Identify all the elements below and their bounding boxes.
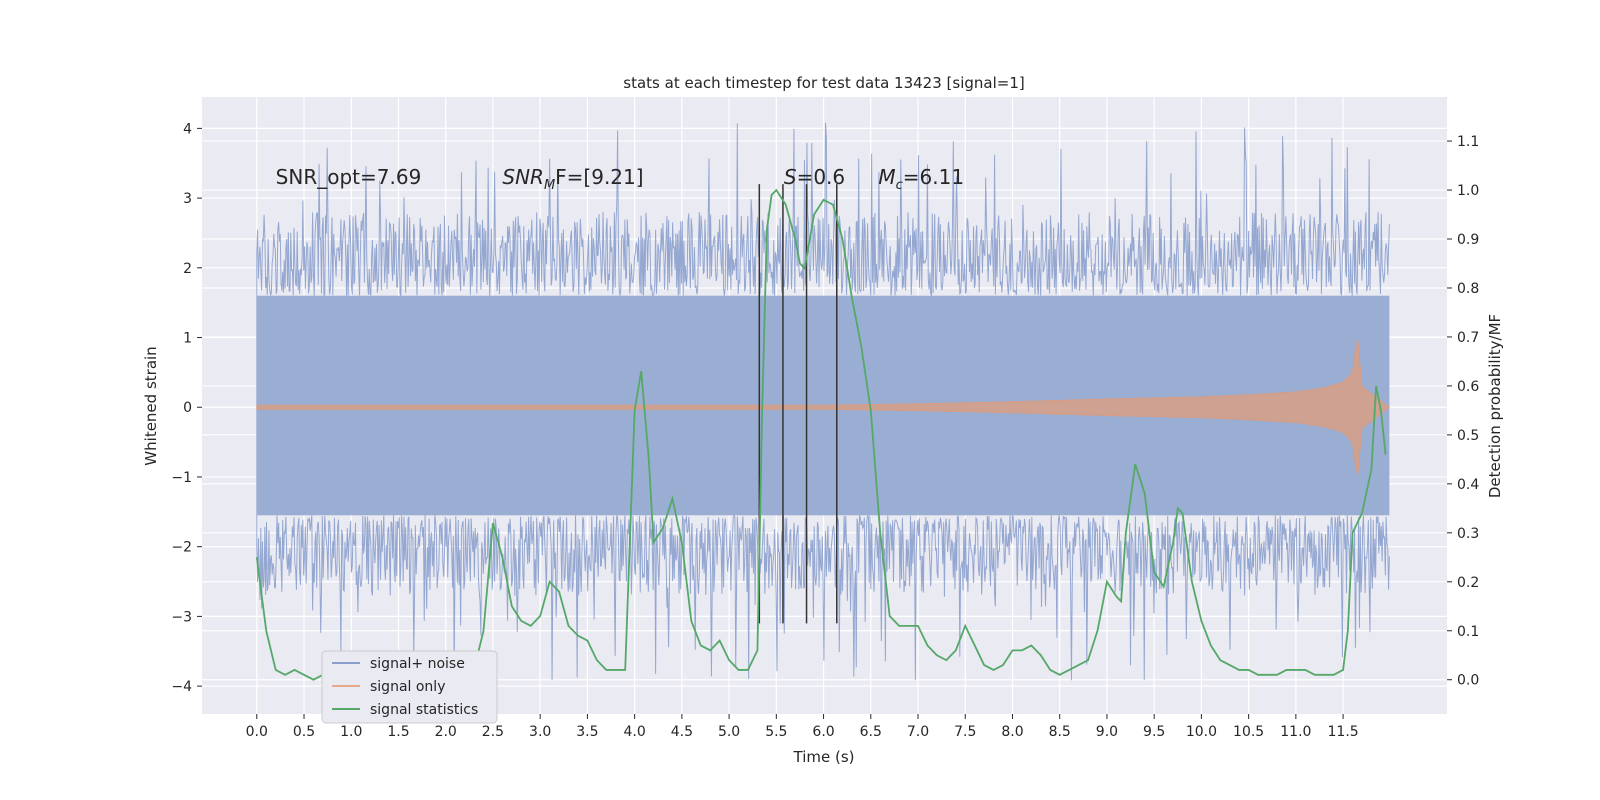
y2-tick-label: 0.3 (1457, 526, 1479, 542)
annotations: SNR_opt=7.69 SNRMF=[9.21] S=0.6 Mc=6.11 (276, 165, 964, 193)
y-axis-label: Whitened strain (142, 346, 160, 465)
y-tick-label: 0 (183, 400, 192, 416)
x-tick-label: 11.5 (1328, 724, 1359, 740)
noise-trace-upper (256, 122, 1390, 408)
y2-axis-label: Detection probability/MF (1486, 314, 1504, 498)
x-tick-label: 4.5 (671, 724, 693, 740)
x-tick-label: 8.0 (1001, 724, 1023, 740)
x-tick-label: 8.5 (1049, 724, 1071, 740)
x-tick-label: 5.5 (765, 724, 787, 740)
y-tick-label: −1 (171, 470, 192, 486)
y2-tick-label: 1.1 (1457, 134, 1479, 150)
x-tick-label: 3.0 (529, 724, 551, 740)
x-tick-label: 9.5 (1143, 724, 1165, 740)
x-tick-label: 2.0 (435, 724, 457, 740)
x-tick-label: 1.5 (387, 724, 409, 740)
y-axis-ticks: −4 −3 −2 −1 0 1 2 3 4 (171, 121, 202, 695)
y2-tick-label: 0.1 (1457, 624, 1479, 640)
annotation-s-val: S=0.6 (784, 165, 845, 189)
y2-tick-label: 1.0 (1457, 183, 1479, 199)
y2-tick-label: 0.8 (1457, 281, 1479, 297)
y2-tick-label: 0.5 (1457, 428, 1479, 444)
noise-trace-lower (256, 407, 1390, 681)
y2-tick-label: 0.7 (1457, 330, 1479, 346)
legend-label-signal-noise: signal+ noise (370, 656, 465, 672)
x-tick-label: 10.5 (1233, 724, 1264, 740)
x-tick-label: 1.0 (340, 724, 362, 740)
annotation-snr-opt: SNR_opt=7.69 (276, 165, 422, 189)
legend-label-signal-only: signal only (370, 679, 445, 695)
x-tick-label: 7.0 (907, 724, 929, 740)
chart-title: stats at each timestep for test data 134… (623, 74, 1024, 92)
y2-axis-ticks: 0.0 0.1 0.2 0.3 0.4 0.5 0.6 0.7 0.8 0.9 1.0 1.1 (1447, 134, 1479, 689)
y-tick-label: 4 (183, 121, 192, 137)
x-tick-label: 0.5 (293, 724, 315, 740)
annotation-snr-mf: SNRMF=[9.21] (502, 165, 643, 193)
y2-tick-label: 0.9 (1457, 232, 1479, 248)
x-tick-label: 7.5 (954, 724, 976, 740)
x-tick-label: 9.0 (1096, 724, 1118, 740)
x-tick-label: 6.0 (812, 724, 834, 740)
y2-tick-label: 0.6 (1457, 379, 1479, 395)
legend: signal+ noise signal only signal statist… (321, 650, 498, 724)
annotation-mc-val: Mc=6.11 (878, 165, 964, 193)
x-tick-label: 0.0 (246, 724, 268, 740)
y-tick-label: −3 (171, 609, 192, 625)
x-tick-label: 5.0 (718, 724, 740, 740)
x-tick-label: 3.5 (576, 724, 598, 740)
y2-tick-label: 0.2 (1457, 575, 1479, 591)
x-axis-label: Time (s) (793, 748, 855, 766)
x-axis-ticks: 0.0 0.5 1.0 1.5 2.0 2.5 3.0 3.5 4.0 4.5 5.0 5.5 6.0 6… (246, 714, 1359, 740)
y-tick-label: 2 (183, 261, 192, 277)
legend-box (321, 650, 498, 724)
y-tick-label: −4 (171, 679, 192, 695)
x-tick-label: 2.5 (482, 724, 504, 740)
y2-tick-label: 0.4 (1457, 477, 1479, 493)
legend-label-signal-statistics: signal statistics (370, 702, 478, 718)
y-tick-label: 3 (183, 191, 192, 207)
x-tick-label: 11.0 (1280, 724, 1311, 740)
y-tick-label: 1 (183, 331, 192, 347)
x-tick-label: 6.5 (860, 724, 882, 740)
x-tick-label: 4.0 (623, 724, 645, 740)
x-tick-label: 10.0 (1186, 724, 1217, 740)
y2-tick-label: 0.0 (1457, 673, 1479, 689)
y-tick-label: −2 (171, 540, 192, 556)
